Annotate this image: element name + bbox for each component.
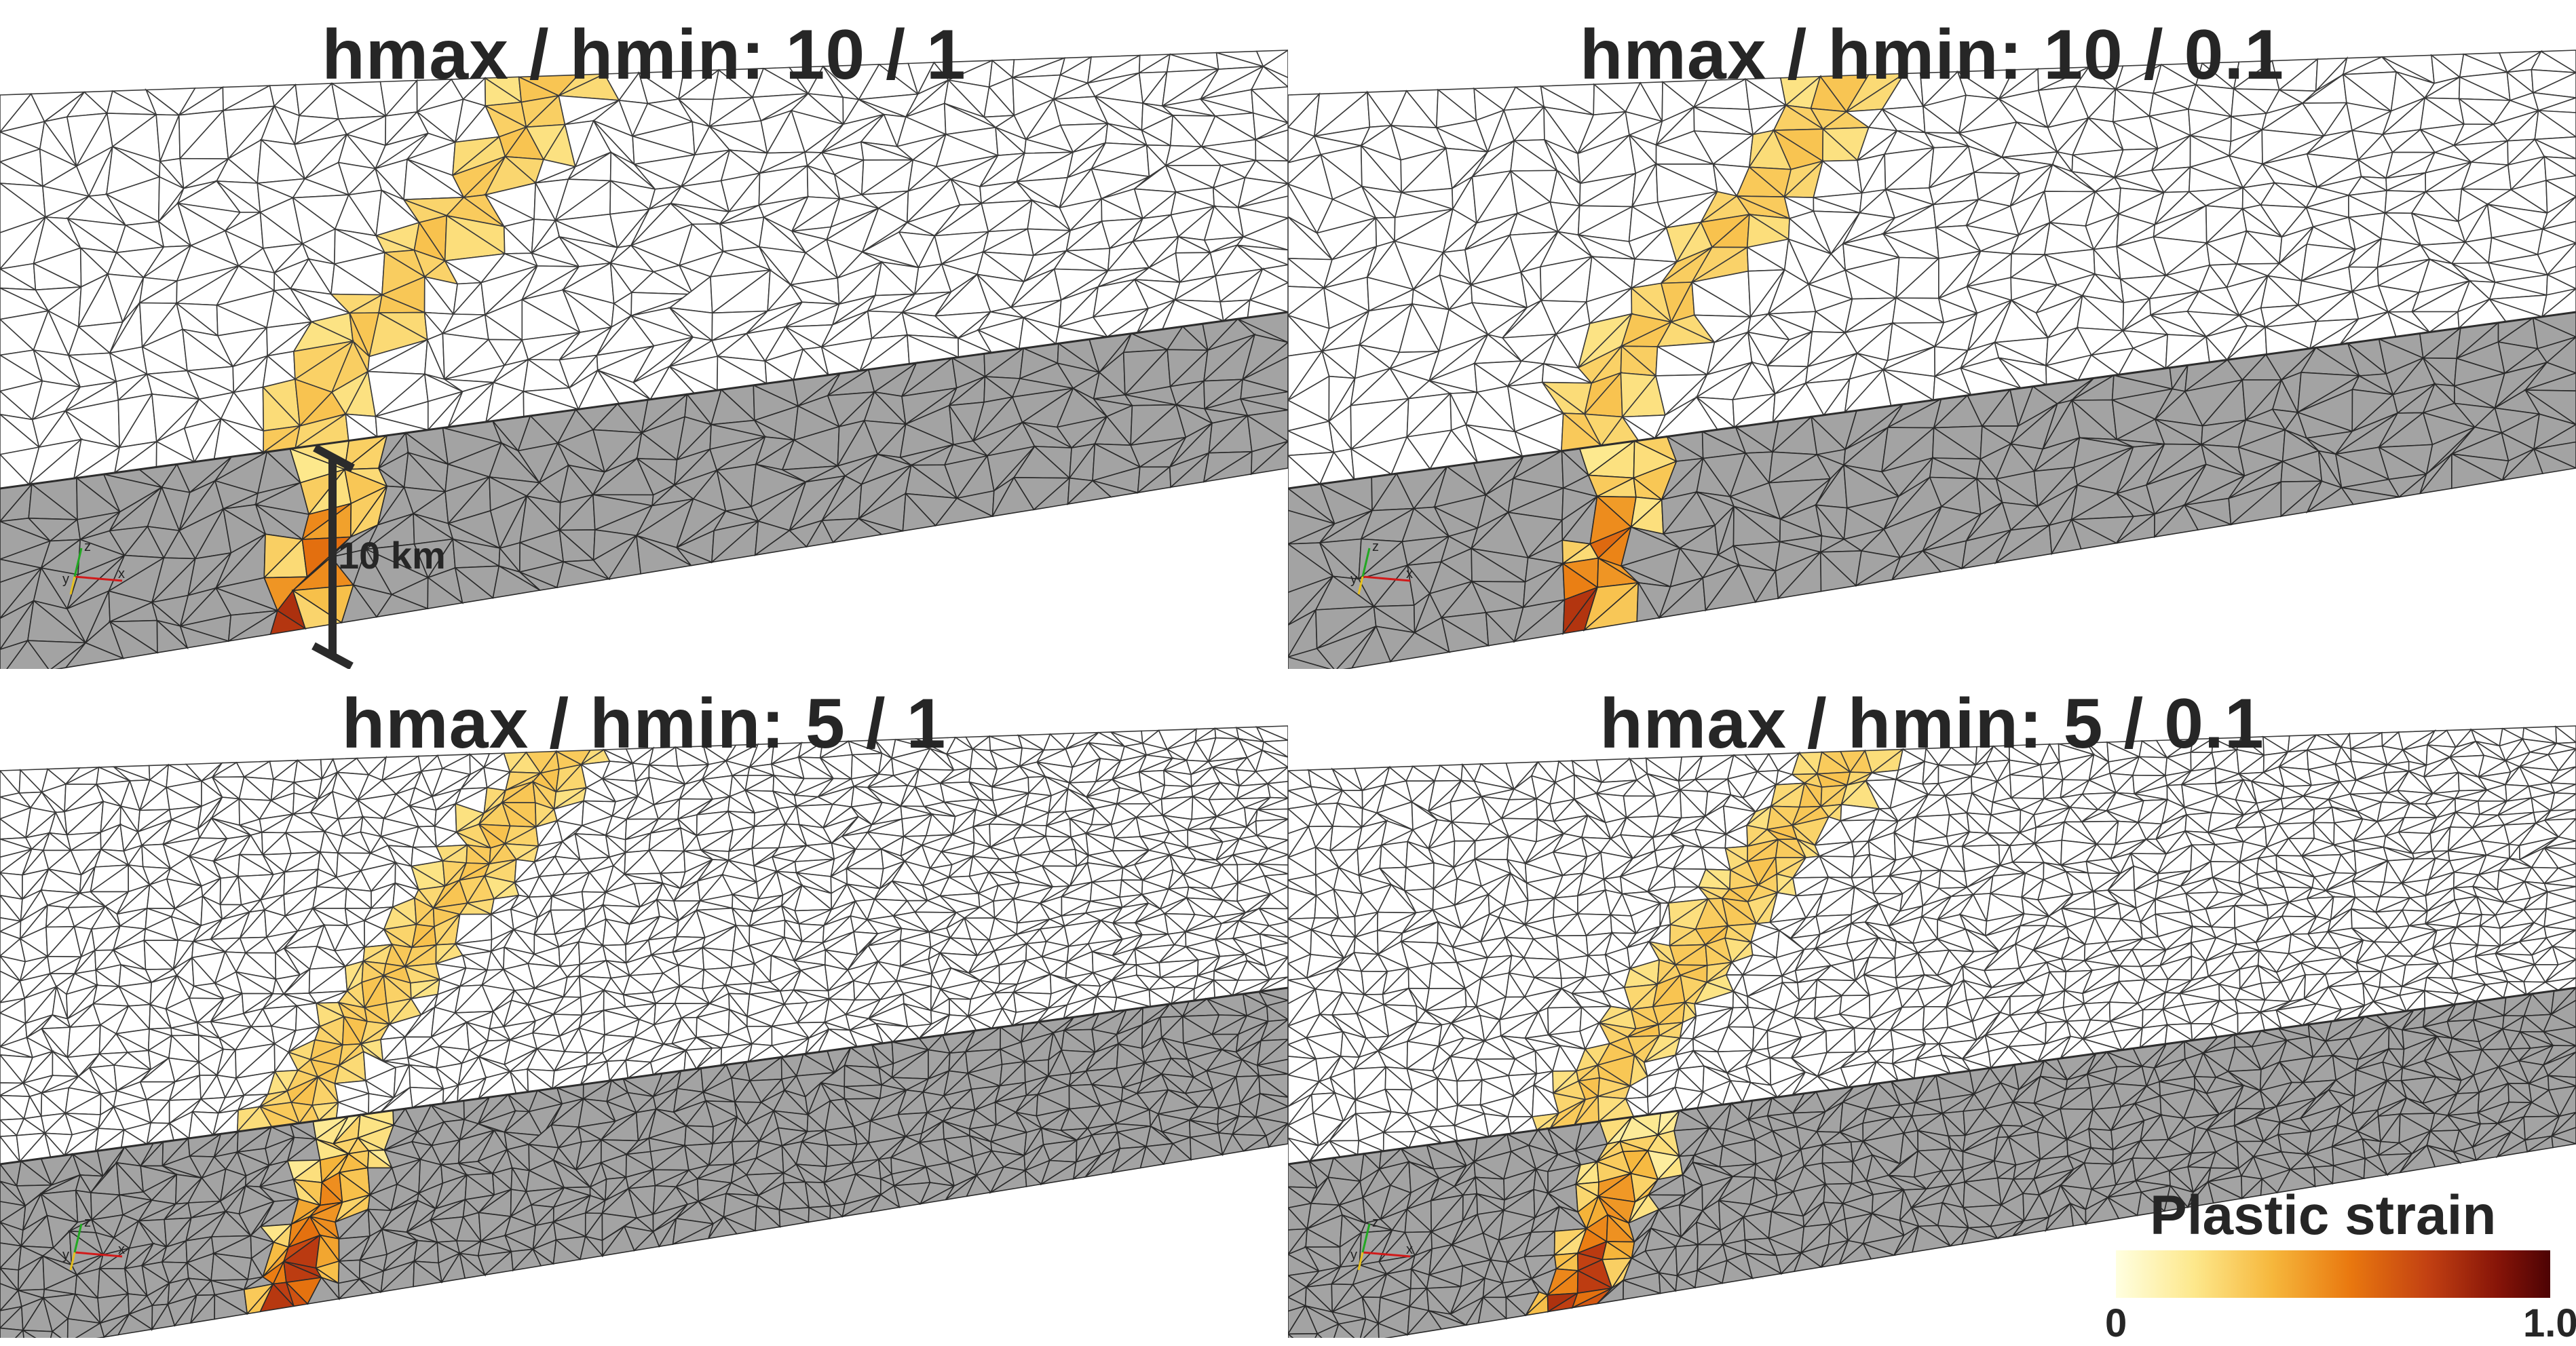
- axis-y-label: y: [1350, 572, 1357, 587]
- mesh-view: xzy: [0, 669, 1288, 1338]
- axis-x-label: x: [1406, 566, 1413, 581]
- panel-title: hmax / hmin: 10 / 0.1: [1288, 15, 2576, 96]
- axis-z-label: z: [1372, 539, 1379, 554]
- axis-x-label: x: [118, 566, 125, 581]
- panel-title: hmax / hmin: 10 / 1: [0, 15, 1288, 96]
- scale-bar-label: 10 km: [338, 533, 446, 577]
- panel-top-left: x z y hmax / hmin: 10 / 1 10 km: [0, 0, 1288, 669]
- mesh-view: x z y: [1288, 0, 2576, 669]
- mesh-view: x z y: [0, 0, 1288, 669]
- axis-y-label: y: [62, 572, 69, 587]
- panel-top-right: x z y hmax / hmin: 10 / 0.1: [1288, 0, 2576, 669]
- axis-z-label: z: [84, 539, 91, 554]
